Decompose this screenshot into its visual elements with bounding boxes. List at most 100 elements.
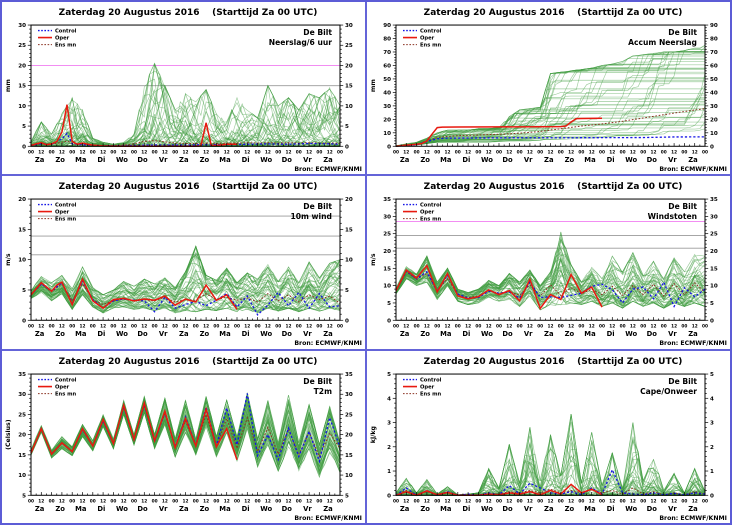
svg-text:00: 00 <box>558 149 564 155</box>
svg-text:10: 10 <box>345 104 353 110</box>
legend-label: Control <box>55 29 77 35</box>
svg-text:Di: Di <box>242 504 250 512</box>
legend-label: Control <box>420 377 442 383</box>
svg-text:12: 12 <box>527 324 533 330</box>
svg-text:30: 30 <box>710 104 718 110</box>
svg-text:00: 00 <box>620 324 626 330</box>
svg-text:12: 12 <box>203 149 209 155</box>
variable-label: 10m wind <box>290 212 332 221</box>
svg-text:12: 12 <box>651 498 657 504</box>
svg-text:Di: Di <box>607 156 615 164</box>
svg-text:15: 15 <box>18 453 26 459</box>
svg-text:00: 00 <box>316 149 322 155</box>
svg-text:00: 00 <box>702 149 708 155</box>
svg-text:12: 12 <box>306 498 312 504</box>
chart-windstoten: Zaterdag 20 Augustus 2016 (Starttijd Za … <box>370 182 727 347</box>
svg-text:12: 12 <box>630 324 636 330</box>
legend-label: Ens mn <box>420 391 442 397</box>
svg-text:12: 12 <box>548 498 554 504</box>
svg-text:0: 0 <box>710 319 714 325</box>
svg-text:00: 00 <box>193 498 199 504</box>
svg-text:00: 00 <box>213 498 219 504</box>
variable-label: Neerslag/6 uur <box>269 38 333 47</box>
svg-text:10: 10 <box>18 258 26 264</box>
source-credit: Bron: ECMWF/KNMI <box>294 166 362 173</box>
svg-text:Vr: Vr <box>524 156 533 164</box>
svg-text:Di: Di <box>607 504 615 512</box>
station-label: De Bilt <box>303 202 332 211</box>
svg-text:Wo: Wo <box>116 504 128 512</box>
oper-line <box>30 399 238 460</box>
source-credit: Bron: ECMWF/KNMI <box>659 166 727 173</box>
svg-text:5: 5 <box>387 372 391 378</box>
svg-text:00: 00 <box>275 324 281 330</box>
panel-neerslag-6uur: Zaterdag 20 Augustus 2016 (Starttijd Za … <box>2 2 365 175</box>
svg-text:12: 12 <box>183 324 189 330</box>
svg-text:12: 12 <box>403 498 409 504</box>
svg-text:12: 12 <box>38 149 44 155</box>
svg-text:Zo: Zo <box>565 330 575 338</box>
svg-text:12: 12 <box>424 498 430 504</box>
panel-windstoten: Zaterdag 20 Augustus 2016 (Starttijd Za … <box>367 176 730 349</box>
svg-text:20: 20 <box>710 249 718 255</box>
x-axis-ticks <box>30 317 341 321</box>
svg-text:00: 00 <box>49 324 55 330</box>
svg-text:Do: Do <box>502 156 513 164</box>
svg-text:12: 12 <box>424 324 430 330</box>
station-label: De Bilt <box>668 202 697 211</box>
svg-text:10: 10 <box>710 284 718 290</box>
svg-text:Di: Di <box>462 504 470 512</box>
svg-text:00: 00 <box>496 149 502 155</box>
svg-text:Za: Za <box>179 504 189 512</box>
y-axis-title: (Celsius) <box>5 419 12 450</box>
source-credit: Bron: ECMWF/KNMI <box>294 514 362 521</box>
svg-text:00: 00 <box>172 324 178 330</box>
x-axis-ticks <box>30 491 341 495</box>
panel-cape-onweer: Zaterdag 20 Augustus 2016 (Starttijd Za … <box>367 350 730 523</box>
svg-text:25: 25 <box>18 43 26 49</box>
svg-text:50: 50 <box>383 77 391 83</box>
svg-text:00: 00 <box>255 149 261 155</box>
x-axis-ticks <box>30 143 341 147</box>
svg-text:00: 00 <box>620 498 626 504</box>
svg-text:30: 30 <box>383 215 391 221</box>
svg-text:12: 12 <box>445 149 451 155</box>
x-axis-labels: 00 12 00 12 00 12 00 12 00 12 00 12 00 12 00 12 00 12 00 12… <box>28 324 343 339</box>
svg-text:12: 12 <box>589 149 595 155</box>
svg-text:Vr: Vr <box>668 330 677 338</box>
y-axis-title: mm <box>370 79 377 92</box>
svg-text:Ma: Ma <box>75 330 87 338</box>
svg-text:00: 00 <box>537 324 543 330</box>
legend-label: Control <box>420 203 442 209</box>
y-axis-title: mm <box>5 79 12 92</box>
svg-text:35: 35 <box>383 197 391 203</box>
svg-text:2: 2 <box>387 444 391 450</box>
svg-text:Ma: Ma <box>440 330 452 338</box>
svg-text:00: 00 <box>414 498 420 504</box>
svg-text:Vr: Vr <box>159 156 168 164</box>
svg-text:12: 12 <box>224 149 230 155</box>
oper-line <box>395 117 603 148</box>
svg-text:00: 00 <box>434 498 440 504</box>
svg-text:35: 35 <box>18 372 26 378</box>
station-label: De Bilt <box>303 28 332 37</box>
svg-text:12: 12 <box>568 324 574 330</box>
svg-text:Za: Za <box>544 156 554 164</box>
chart-title: Zaterdag 20 Augustus 2016 (Starttijd Za … <box>424 357 683 367</box>
svg-text:Wo: Wo <box>481 330 493 338</box>
x-axis-labels: 00 12 00 12 00 12 00 12 00 12 00 12 00 12 00 12 00 12 00 12… <box>393 498 708 513</box>
svg-text:Zo: Zo <box>200 156 210 164</box>
svg-text:00: 00 <box>234 324 240 330</box>
svg-text:0: 0 <box>710 144 714 150</box>
y-axis-title: m/s <box>5 253 12 266</box>
svg-text:Di: Di <box>242 156 250 164</box>
svg-text:00: 00 <box>558 324 564 330</box>
svg-text:12: 12 <box>465 498 471 504</box>
svg-text:12: 12 <box>692 149 698 155</box>
svg-text:Ma: Ma <box>219 504 231 512</box>
svg-text:00: 00 <box>131 149 137 155</box>
svg-text:00: 00 <box>434 149 440 155</box>
svg-text:12: 12 <box>162 324 168 330</box>
station-label: De Bilt <box>668 28 697 37</box>
